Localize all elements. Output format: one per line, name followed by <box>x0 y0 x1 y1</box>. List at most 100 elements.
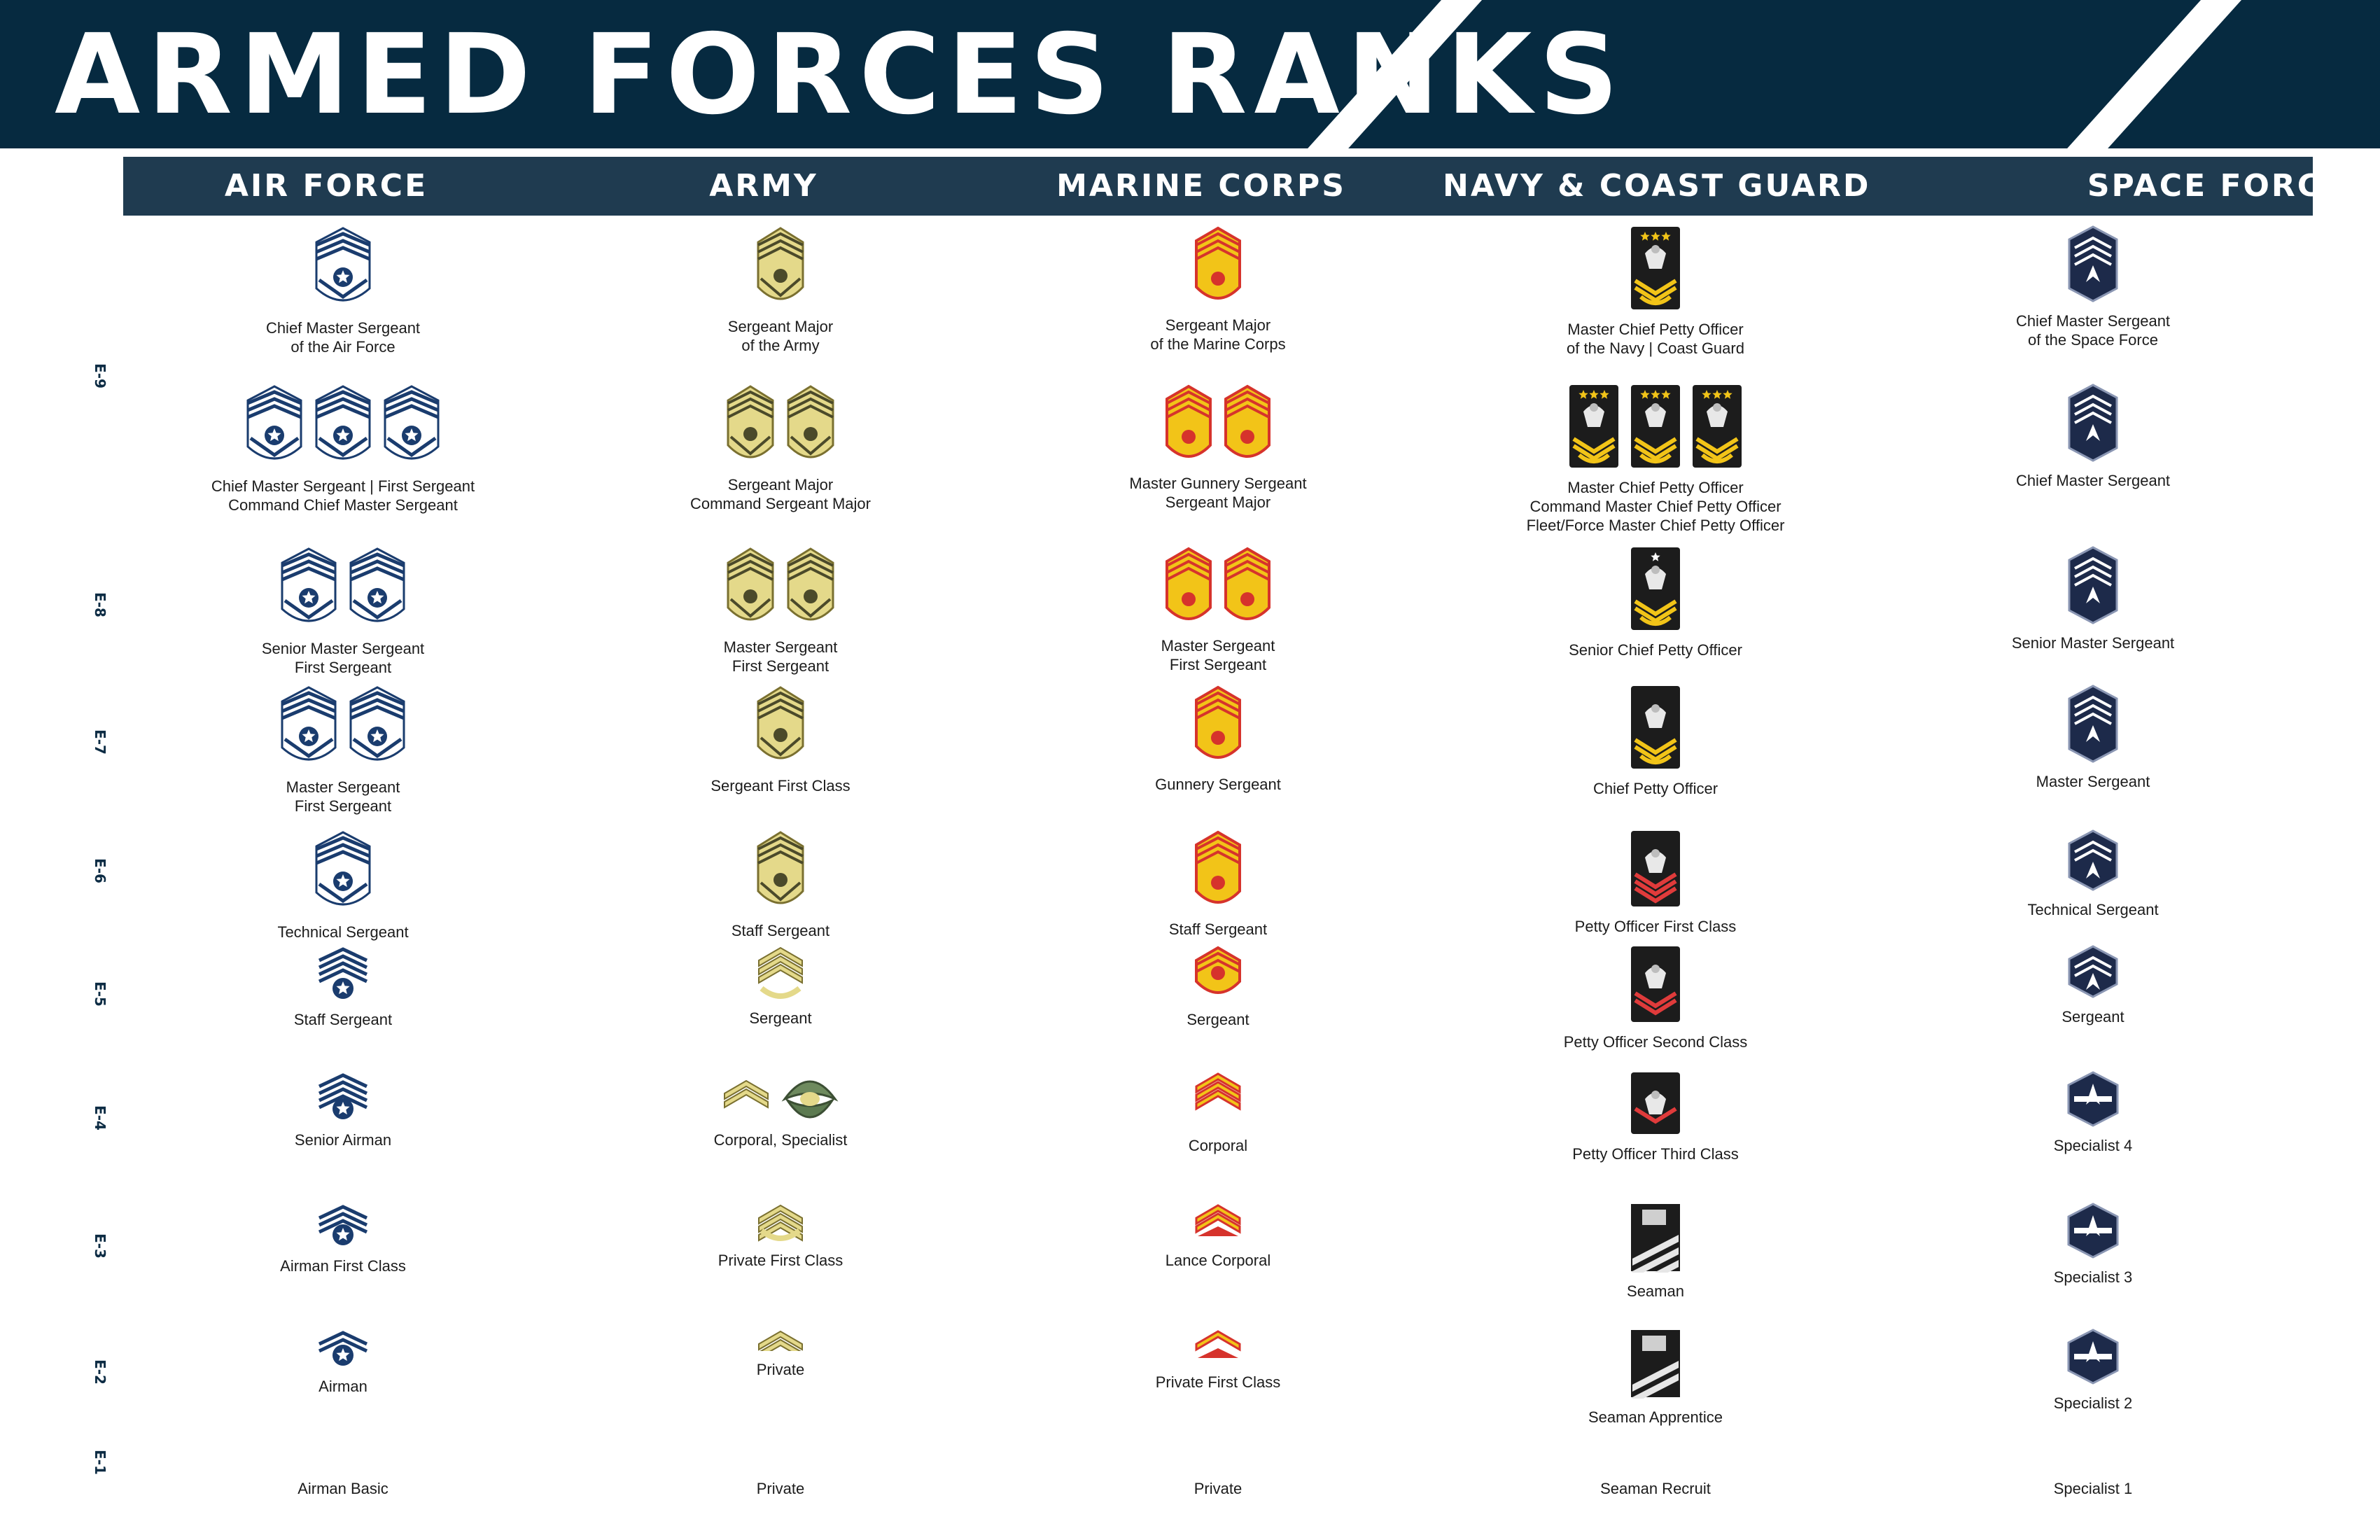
army-chevron-icon <box>722 1078 771 1125</box>
grade-label-e6: E-6 <box>92 858 108 883</box>
space-force-chevron-icon <box>2068 945 2118 1002</box>
grade-label-e7: E-7 <box>92 729 108 755</box>
marine-chevron-icon <box>1223 546 1272 631</box>
navy-rating-badge-icon <box>1568 384 1620 472</box>
rank-label: Technical Sergeant <box>2027 900 2158 919</box>
marine-chevron-icon <box>1194 1071 1242 1130</box>
column-title-army: ARMY <box>709 168 818 204</box>
rank-cell: Master Sergeant First Sergeant <box>133 685 553 816</box>
rank-cell: Private <box>570 1329 990 1379</box>
insignia-group <box>1164 384 1272 468</box>
rank-label-line: of the Army <box>741 337 820 354</box>
rank-label: Specialist 2 <box>2054 1394 2133 1413</box>
rank-label-line: Lance Corporal <box>1165 1252 1271 1269</box>
air-force-chevron-icon <box>316 1071 370 1125</box>
rank-cell: Chief Petty Officer <box>1446 685 1865 798</box>
banner-stripe <box>2036 0 2267 148</box>
insignia-group <box>756 1329 805 1359</box>
army-chevron-icon <box>756 1203 805 1245</box>
rank-cell: Petty Officer First Class <box>1446 830 1865 936</box>
air-force-chevron-icon <box>314 225 372 313</box>
insignia-group <box>1194 1203 1242 1245</box>
rank-label: Master Sergeant First Sergeant <box>1161 636 1275 674</box>
rank-label-line: Fleet/Force Master Chief Petty Officer <box>1526 517 1785 534</box>
insignia-group <box>316 1203 370 1251</box>
rank-cell: Technical Sergeant <box>1883 830 2303 919</box>
marine-chevron-icon <box>1194 225 1242 310</box>
navy-rating-badge-icon <box>1630 830 1681 911</box>
rank-label: Airman First Class <box>280 1256 406 1275</box>
insignia-group <box>314 225 372 313</box>
rank-cell: Airman First Class <box>133 1203 553 1275</box>
insignia-group <box>722 1071 839 1125</box>
rank-label-line: Master Sergeant <box>1161 637 1275 654</box>
rank-label-line: Petty Officer Third Class <box>1572 1145 1739 1163</box>
insignia-group <box>316 1329 370 1371</box>
army-chevron-icon <box>755 225 806 312</box>
rank-label-line: Corporal, Specialist <box>713 1131 848 1149</box>
rank-label: Seaman Apprentice <box>1588 1408 1723 1427</box>
insignia-group <box>1164 546 1272 631</box>
air-force-chevron-icon <box>382 384 441 471</box>
rank-cell: Seaman Apprentice <box>1446 1329 1865 1427</box>
rank-label-line: Seaman Recruit <box>1600 1480 1711 1497</box>
insignia-group <box>2067 1329 2119 1388</box>
rank-label: Airman <box>318 1377 368 1396</box>
column-title-marine-corps: MARINE CORPS <box>1056 168 1346 204</box>
insignia-group <box>2067 1203 2119 1262</box>
space-force-hexagon-icon <box>2067 1203 2119 1262</box>
rank-cell: Sergeant Major of the Army <box>570 225 990 355</box>
rank-label-line: of the Marine Corps <box>1150 335 1286 353</box>
space-force-chevron-icon <box>2068 830 2118 895</box>
rank-label: Airman Basic <box>298 1479 388 1498</box>
rank-label-line: Private <box>1194 1480 1242 1497</box>
insignia-group <box>1194 945 1242 1004</box>
grade-label-e5: E-5 <box>92 981 108 1007</box>
rank-label-line: Private <box>756 1480 805 1497</box>
rank-cell: Master Gunnery Sergeant Sergeant Major <box>1008 384 1428 512</box>
rank-cell: Master Chief Petty Officer Command Master… <box>1446 384 1865 535</box>
space-force-chevron-icon <box>2068 384 2118 465</box>
navy-rating-badge-icon <box>1630 546 1681 635</box>
navy-stripes-icon <box>1630 1203 1681 1291</box>
rank-cell: Senior Master Sergeant First Sergeant <box>133 546 553 677</box>
rank-label: Private <box>757 1479 804 1498</box>
column-title-navy-coast-guard: NAVY & COAST GUARD <box>1443 168 1871 204</box>
insignia-group <box>1630 685 1681 774</box>
rank-label: Sergeant First Class <box>710 776 850 795</box>
rank-label: Specialist 4 <box>2054 1136 2133 1155</box>
rank-label-line: Sergeant <box>2062 1008 2124 1026</box>
rank-label: Private First Class <box>718 1251 843 1270</box>
rank-label-line: Chief Master Sergeant | First Sergeant <box>211 477 475 495</box>
rank-cell: Chief Master Sergeant of the Air Force <box>133 225 553 356</box>
rank-label-line: Chief Master Sergeant <box>2015 312 2171 330</box>
rank-label: Corporal, Specialist <box>714 1130 848 1149</box>
insignia-group <box>2068 225 2118 306</box>
insignia-group <box>316 1071 370 1125</box>
insignia-group <box>725 384 836 470</box>
army-chevron-icon <box>785 546 836 632</box>
rank-label-line: Airman <box>318 1378 368 1395</box>
rank-cell: Staff Sergeant <box>1008 830 1428 939</box>
column-title-air-force: AIR FORCE <box>224 168 428 204</box>
rank-cell: Staff Sergeant <box>133 945 553 1029</box>
grade-label-e4: E-4 <box>92 1105 108 1130</box>
army-chevron-icon <box>756 1329 805 1359</box>
rank-cell: Private <box>570 1474 990 1498</box>
rank-label: Sergeant <box>749 1009 811 1028</box>
rank-cell: Seaman <box>1446 1203 1865 1301</box>
rank-label-line: Senior Airman <box>294 1131 392 1149</box>
rank-label-line: Sergeant Major <box>1165 316 1271 334</box>
rank-label-line: Sergeant <box>749 1009 812 1027</box>
rank-label: Sergeant Major of the Army <box>728 317 833 355</box>
insignia-group <box>755 830 806 916</box>
rank-label: Senior Master Sergeant <box>2012 634 2174 652</box>
rank-label-line: Master Chief Petty Officer <box>1567 479 1744 496</box>
rank-cell: Senior Master Sergeant <box>1883 546 2303 652</box>
rank-label: Staff Sergeant <box>732 921 830 940</box>
rank-cell: Petty Officer Third Class <box>1446 1071 1865 1163</box>
rank-label-line: Private First Class <box>718 1252 844 1269</box>
marine-chevron-icon <box>1194 945 1242 1004</box>
air-force-chevron-icon <box>348 546 407 634</box>
air-force-chevron-icon <box>245 384 304 471</box>
